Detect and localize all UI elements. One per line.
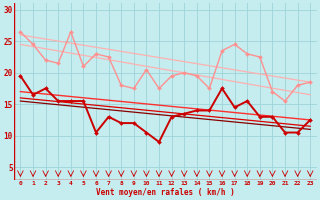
- X-axis label: Vent moyen/en rafales ( km/h ): Vent moyen/en rafales ( km/h ): [96, 188, 235, 197]
